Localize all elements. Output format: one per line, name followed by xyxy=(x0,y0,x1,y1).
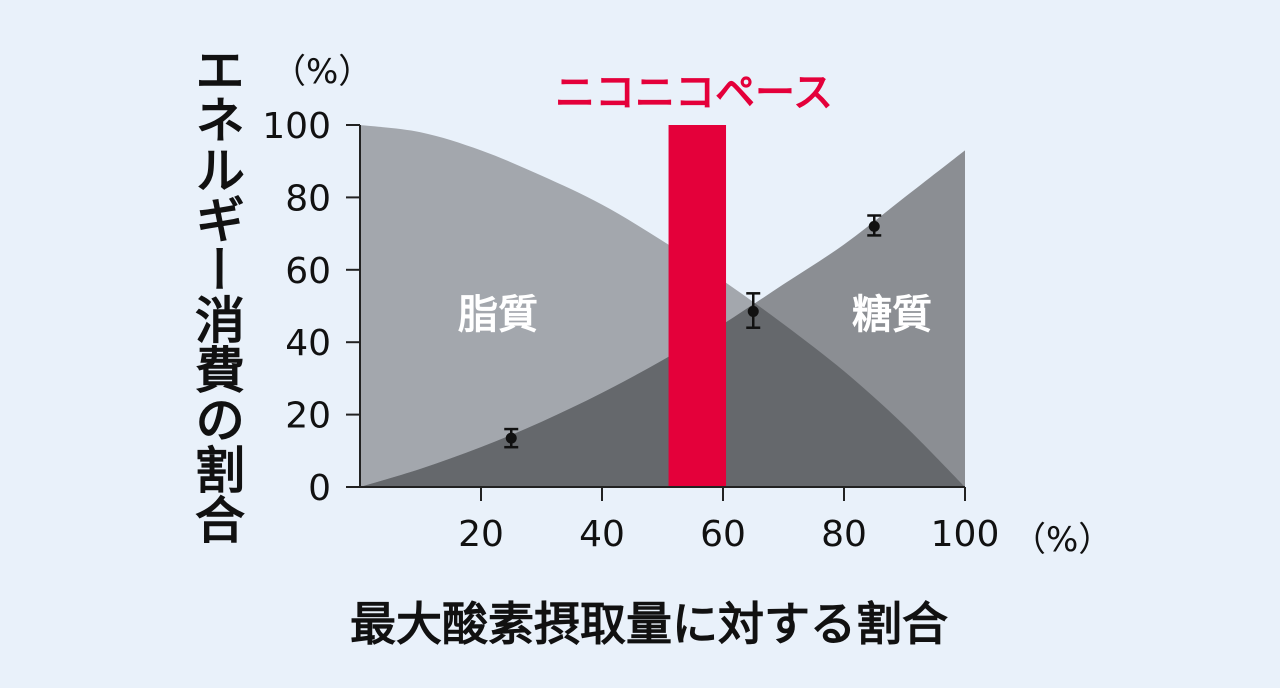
y-tick-label: 20 xyxy=(285,396,331,437)
data-point xyxy=(505,432,517,444)
x-axis-unit: （%） xyxy=(1012,520,1113,560)
x-tick-label: 100 xyxy=(931,514,1000,555)
y-axis-unit: （%） xyxy=(272,52,373,92)
y-tick-label: 40 xyxy=(285,323,331,364)
y-tick-label: 100 xyxy=(262,106,331,147)
y-tick-label: 80 xyxy=(285,178,331,219)
fat-region-label: 脂質 xyxy=(458,292,538,338)
carb-region-label: 糖質 xyxy=(852,292,932,338)
y-axis-label: エネルギー消費の割合 xyxy=(187,44,245,544)
x-axis-label: 最大酸素摂取量に対する割合 xyxy=(350,597,948,651)
y-tick-label: 0 xyxy=(308,468,331,509)
y-tick-label: 60 xyxy=(285,251,331,292)
data-point xyxy=(747,305,759,317)
data-point xyxy=(868,220,880,232)
highlight-label: ニコニコペース xyxy=(555,70,833,116)
x-tick-label: 80 xyxy=(821,514,867,555)
x-tick-label: 60 xyxy=(700,514,746,555)
x-tick-label: 40 xyxy=(579,514,625,555)
highlight-band xyxy=(668,125,727,487)
x-tick-label: 20 xyxy=(458,514,504,555)
